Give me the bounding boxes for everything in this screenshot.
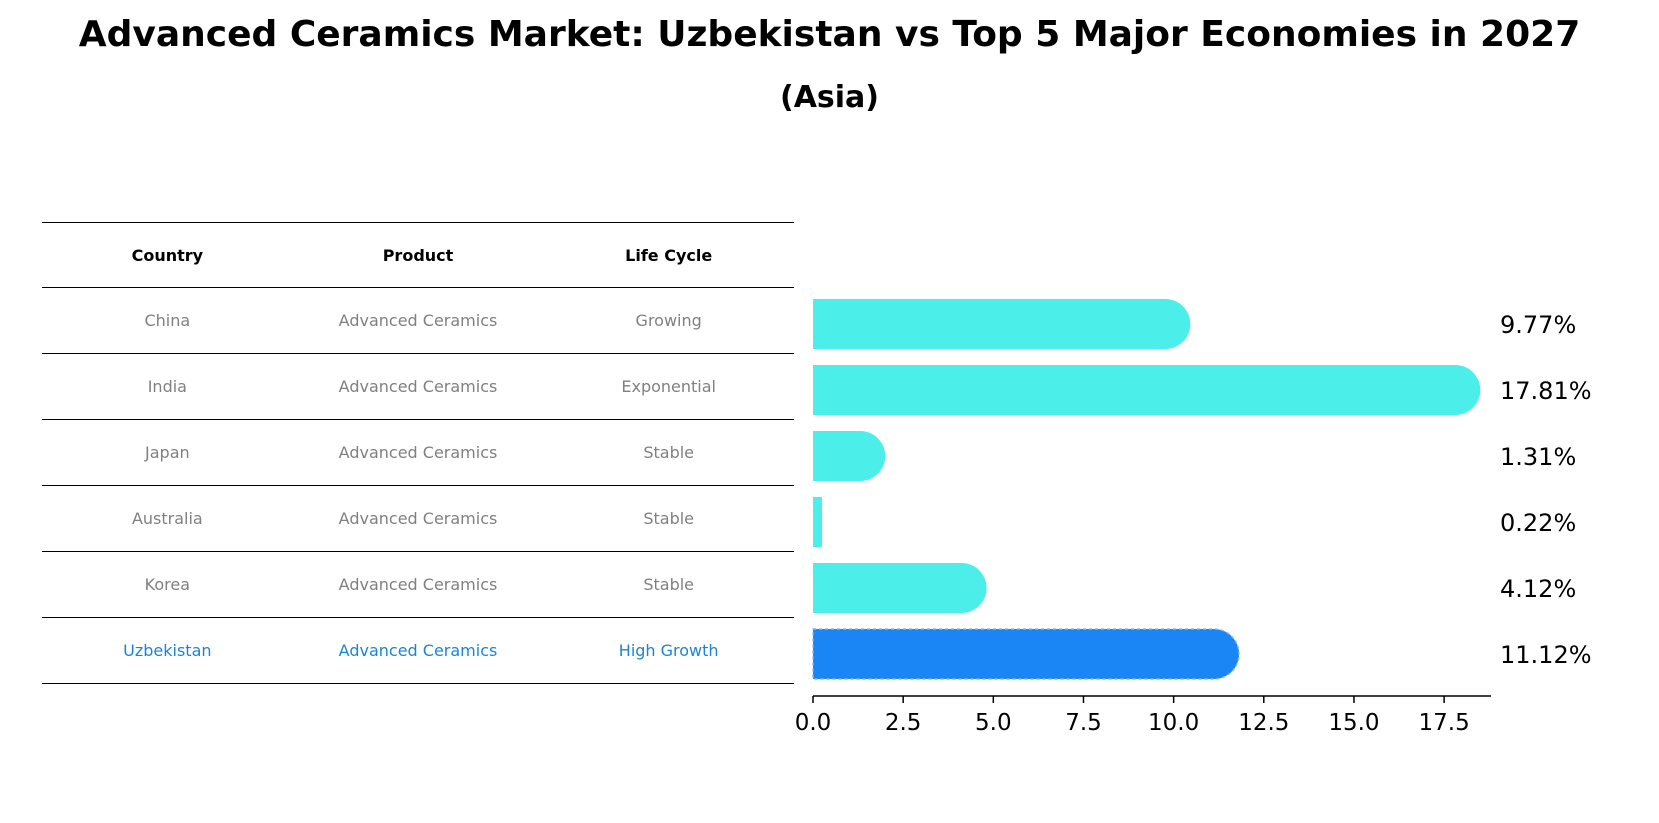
bar-china	[813, 299, 1191, 349]
cell-country: India	[147, 377, 187, 396]
header-life-cycle: Life Cycle	[625, 245, 713, 265]
cell-product: Advanced Ceramics	[338, 311, 498, 330]
cell-life-cycle: Stable	[643, 575, 695, 594]
value-label: 11.12%	[1500, 641, 1592, 669]
cell-life-cycle: Stable	[643, 509, 695, 528]
cell-country: Australia	[131, 509, 203, 528]
bar-australia	[813, 497, 822, 547]
table-header-row: Country Product Life Cycle	[42, 222, 794, 288]
cell-country: China	[144, 311, 191, 330]
bar-japan	[813, 431, 886, 481]
value-label: 4.12%	[1500, 575, 1576, 603]
x-tick-label: 17.5	[1419, 710, 1470, 736]
table-row: India Advanced Ceramics Exponential	[42, 354, 794, 420]
x-tick-label: 5.0	[975, 710, 1012, 736]
bar-korea	[813, 563, 987, 613]
header-product: Product	[382, 245, 454, 265]
cell-product: Advanced Ceramics	[338, 443, 498, 462]
header-country: Country	[131, 245, 204, 265]
cell-country: Uzbekistan	[123, 641, 212, 660]
cell-product: Advanced Ceramics	[338, 509, 498, 528]
value-label: 9.77%	[1500, 311, 1576, 339]
cell-life-cycle: Exponential	[621, 377, 716, 396]
chart-title: Advanced Ceramics Market: Uzbekistan vs …	[78, 14, 1581, 55]
cell-life-cycle: High Growth	[618, 641, 719, 660]
table-row: Japan Advanced Ceramics Stable	[42, 420, 794, 486]
cell-product: Advanced Ceramics	[338, 641, 498, 660]
table-row: Korea Advanced Ceramics Stable	[42, 552, 794, 618]
chart-subtitle: (Asia)	[779, 80, 880, 115]
cell-life-cycle: Stable	[643, 443, 695, 462]
x-tick-label: 2.5	[885, 710, 922, 736]
cell-product: Advanced Ceramics	[338, 377, 498, 396]
value-label: 0.22%	[1500, 509, 1576, 537]
table-row: China Advanced Ceramics Growing	[42, 288, 794, 354]
x-tick-label: 12.5	[1238, 710, 1289, 736]
data-table: Country Product Life Cycle China Advance…	[42, 222, 794, 684]
x-tick-label: 15.0	[1328, 710, 1379, 736]
cell-life-cycle: Growing	[635, 311, 702, 330]
x-tick-label: 0.0	[795, 710, 832, 736]
bar-uzbekistan	[812, 628, 1240, 680]
table-row: Australia Advanced Ceramics Stable	[42, 486, 794, 552]
bar-india	[813, 365, 1481, 415]
table-row-highlighted: Uzbekistan Advanced Ceramics High Growth	[42, 618, 794, 684]
x-tick-label: 10.0	[1148, 710, 1199, 736]
cell-country: Japan	[145, 443, 190, 462]
x-tick-label: 7.5	[1065, 710, 1102, 736]
cell-product: Advanced Ceramics	[338, 575, 498, 594]
value-label: 1.31%	[1500, 443, 1576, 471]
value-label: 17.81%	[1500, 377, 1592, 405]
cell-country: Korea	[144, 575, 191, 594]
